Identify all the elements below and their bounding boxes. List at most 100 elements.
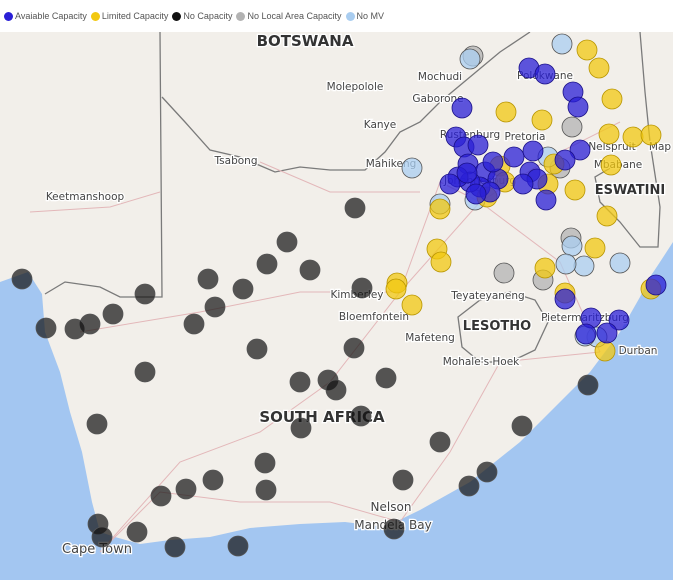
available-capacity-marker[interactable] xyxy=(608,309,630,331)
no-capacity-marker[interactable] xyxy=(35,317,57,339)
legend-item[interactable]: No Local Area Capacity xyxy=(236,11,342,21)
available-capacity-marker[interactable] xyxy=(512,173,534,195)
no-mv-marker[interactable] xyxy=(573,255,595,277)
available-capacity-marker[interactable] xyxy=(645,274,667,296)
legend-swatch-icon xyxy=(4,11,13,21)
legend-label: No Local Area Capacity xyxy=(247,11,342,21)
legend-item[interactable]: Limited Capacity xyxy=(90,11,168,21)
limited-capacity-marker[interactable] xyxy=(429,198,451,220)
limited-capacity-marker[interactable] xyxy=(601,88,623,110)
ocean xyxy=(0,242,673,580)
no-capacity-marker[interactable] xyxy=(325,379,347,401)
available-capacity-marker[interactable] xyxy=(535,189,557,211)
no-capacity-marker[interactable] xyxy=(344,197,366,219)
no-mv-marker[interactable] xyxy=(551,33,573,55)
legend-item[interactable]: No Capacity xyxy=(172,11,232,21)
no-capacity-marker[interactable] xyxy=(11,268,33,290)
available-capacity-marker[interactable] xyxy=(575,323,597,345)
no-capacity-marker[interactable] xyxy=(476,461,498,483)
available-capacity-marker[interactable] xyxy=(596,322,618,344)
place-label: Mochudi xyxy=(418,71,462,83)
no-capacity-marker[interactable] xyxy=(375,367,397,389)
no-capacity-marker[interactable] xyxy=(175,478,197,500)
place-label: Mohale's Hoek xyxy=(443,356,520,368)
available-capacity-marker[interactable] xyxy=(439,173,461,195)
available-capacity-marker[interactable] xyxy=(456,162,478,184)
no-mv-marker[interactable] xyxy=(561,235,583,257)
no-capacity-marker[interactable] xyxy=(246,338,268,360)
no-local-area-capacity-marker[interactable] xyxy=(561,116,583,138)
no-capacity-marker[interactable] xyxy=(458,475,480,497)
limited-capacity-marker[interactable] xyxy=(564,179,586,201)
limited-capacity-marker[interactable] xyxy=(534,257,556,279)
no-capacity-marker[interactable] xyxy=(204,296,226,318)
available-capacity-marker[interactable] xyxy=(451,97,473,119)
no-capacity-marker[interactable] xyxy=(86,413,108,435)
no-capacity-marker[interactable] xyxy=(429,431,451,453)
limited-capacity-marker[interactable] xyxy=(385,278,407,300)
available-capacity-marker[interactable] xyxy=(534,63,556,85)
limited-capacity-marker[interactable] xyxy=(622,126,644,148)
map-legend: Avaiable Capacity Limited Capacity No Capa… xyxy=(0,0,673,32)
available-capacity-marker[interactable] xyxy=(569,139,591,161)
no-mv-marker[interactable] xyxy=(459,48,481,70)
available-capacity-marker[interactable] xyxy=(467,134,489,156)
no-capacity-marker[interactable] xyxy=(202,469,224,491)
place-label: Nelspruit xyxy=(588,141,635,153)
limited-capacity-marker[interactable] xyxy=(594,340,616,362)
available-capacity-marker[interactable] xyxy=(503,146,525,168)
available-capacity-marker[interactable] xyxy=(554,288,576,310)
limited-capacity-marker[interactable] xyxy=(401,294,423,316)
limited-capacity-marker[interactable] xyxy=(600,154,622,176)
limited-capacity-marker[interactable] xyxy=(584,237,606,259)
no-capacity-marker[interactable] xyxy=(256,253,278,275)
no-capacity-marker[interactable] xyxy=(126,521,148,543)
available-capacity-marker[interactable] xyxy=(567,96,589,118)
no-capacity-marker[interactable] xyxy=(351,277,373,299)
limited-capacity-marker[interactable] xyxy=(430,251,452,273)
no-capacity-marker[interactable] xyxy=(134,283,156,305)
no-capacity-marker[interactable] xyxy=(64,318,86,340)
eswatini-border xyxy=(594,32,661,248)
no-local-area-capacity-marker[interactable] xyxy=(493,262,515,284)
no-capacity-marker[interactable] xyxy=(511,415,533,437)
no-capacity-marker[interactable] xyxy=(383,518,405,540)
no-capacity-marker[interactable] xyxy=(255,479,277,501)
limited-capacity-marker[interactable] xyxy=(576,39,598,61)
no-capacity-marker[interactable] xyxy=(290,417,312,439)
available-capacity-marker[interactable] xyxy=(554,149,576,171)
limited-capacity-marker[interactable] xyxy=(531,109,553,131)
limited-capacity-marker[interactable] xyxy=(596,205,618,227)
no-capacity-marker[interactable] xyxy=(254,452,276,474)
no-capacity-marker[interactable] xyxy=(392,469,414,491)
lesotho-border xyxy=(457,291,549,363)
limited-capacity-marker[interactable] xyxy=(588,57,610,79)
no-capacity-marker[interactable] xyxy=(299,259,321,281)
no-capacity-marker[interactable] xyxy=(276,231,298,253)
no-capacity-marker[interactable] xyxy=(164,536,186,558)
no-capacity-marker[interactable] xyxy=(232,278,254,300)
legend-item[interactable]: No MV xyxy=(345,11,384,21)
no-capacity-marker[interactable] xyxy=(150,485,172,507)
no-mv-marker[interactable] xyxy=(609,252,631,274)
available-capacity-marker[interactable] xyxy=(465,183,487,205)
no-capacity-marker[interactable] xyxy=(183,313,205,335)
no-capacity-marker[interactable] xyxy=(91,526,113,548)
no-capacity-marker[interactable] xyxy=(134,361,156,383)
limited-capacity-marker[interactable] xyxy=(495,101,517,123)
limited-capacity-marker[interactable] xyxy=(598,123,620,145)
legend-item[interactable]: Avaiable Capacity xyxy=(4,11,87,21)
no-capacity-marker[interactable] xyxy=(350,405,372,427)
no-capacity-marker[interactable] xyxy=(577,374,599,396)
no-capacity-marker[interactable] xyxy=(102,303,124,325)
no-capacity-marker[interactable] xyxy=(289,371,311,393)
no-capacity-marker[interactable] xyxy=(343,337,365,359)
no-capacity-marker[interactable] xyxy=(197,268,219,290)
available-capacity-marker[interactable] xyxy=(522,140,544,162)
no-capacity-marker[interactable] xyxy=(227,535,249,557)
available-capacity-marker[interactable] xyxy=(482,151,504,173)
limited-capacity-marker[interactable] xyxy=(640,124,662,146)
no-mv-marker[interactable] xyxy=(401,157,423,179)
no-mv-marker[interactable] xyxy=(555,253,577,275)
